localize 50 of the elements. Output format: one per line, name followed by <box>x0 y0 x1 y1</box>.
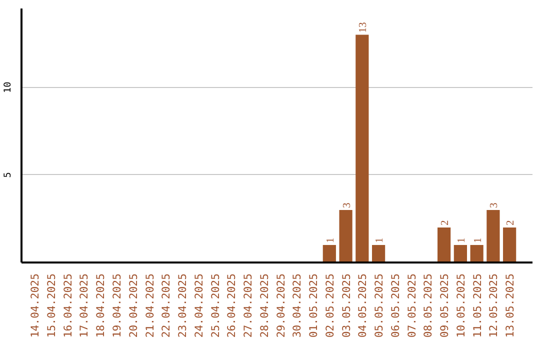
x-tick-label: 30.04.2025 <box>290 274 304 338</box>
x-tick-label: 03.05.2025 <box>340 274 353 338</box>
x-tick-label: 27.04.2025 <box>242 274 255 338</box>
x-tick-label: 11.05.2025 <box>470 274 484 338</box>
x-tick-label: 19.04.2025 <box>110 274 124 338</box>
x-tick-label: 22.04.2025 <box>160 274 173 338</box>
x-tick-label: 06.05.2025 <box>388 274 402 338</box>
x-tick-label: 02.05.2025 <box>323 274 336 338</box>
y-tick-label: 5 <box>2 172 14 178</box>
x-tick-label: 23.04.2025 <box>176 274 190 338</box>
x-tick-label: 01.05.2025 <box>307 274 320 338</box>
bar <box>486 210 500 262</box>
data-label: 13 <box>358 22 370 33</box>
x-tick-label: 24.04.2025 <box>192 274 206 338</box>
x-tick-label: 04.05.2025 <box>356 274 370 338</box>
x-tick-label: 16.04.2025 <box>61 274 74 338</box>
bar <box>503 227 516 262</box>
x-tick-label: 28.04.2025 <box>258 274 271 338</box>
bar <box>356 34 369 262</box>
x-tick-label: 12.05.2025 <box>487 274 500 338</box>
data-label: 3 <box>489 202 500 208</box>
bar <box>454 244 467 262</box>
bar <box>470 244 484 262</box>
data-label: 1 <box>456 238 468 243</box>
x-tick-label: 14.04.2025 <box>28 274 42 338</box>
x-tick-label: 29.04.2025 <box>274 274 288 338</box>
x-tick-label: 20.04.2025 <box>126 274 140 338</box>
x-tick-label: 21.04.2025 <box>143 274 156 338</box>
data-label: 1 <box>374 238 386 243</box>
data-label: 1 <box>325 238 336 243</box>
data-label: 3 <box>342 202 353 208</box>
data-label: 2 <box>440 220 452 226</box>
x-tick-label: 09.05.2025 <box>438 274 452 338</box>
x-tick-label: 26.04.2025 <box>225 274 238 338</box>
x-tick-label: 05.05.2025 <box>372 274 386 338</box>
x-tick-label: 17.04.2025 <box>78 274 91 338</box>
x-tick-label: 15.04.2025 <box>44 274 58 338</box>
y-tick-label: 10 <box>2 81 14 93</box>
x-tick-label: 08.05.2025 <box>422 274 435 338</box>
bar <box>438 227 451 262</box>
bar <box>372 244 386 262</box>
x-tick-label: 18.04.2025 <box>94 274 108 338</box>
x-tick-label: 25.04.2025 <box>208 274 222 338</box>
data-label: 2 <box>506 220 517 226</box>
x-tick-label: 10.05.2025 <box>454 274 468 338</box>
x-tick-label: 07.05.2025 <box>405 274 418 338</box>
data-label: 1 <box>472 238 484 243</box>
bar <box>322 244 336 262</box>
x-tick-label: 13.05.2025 <box>504 274 517 338</box>
bar <box>339 210 352 262</box>
